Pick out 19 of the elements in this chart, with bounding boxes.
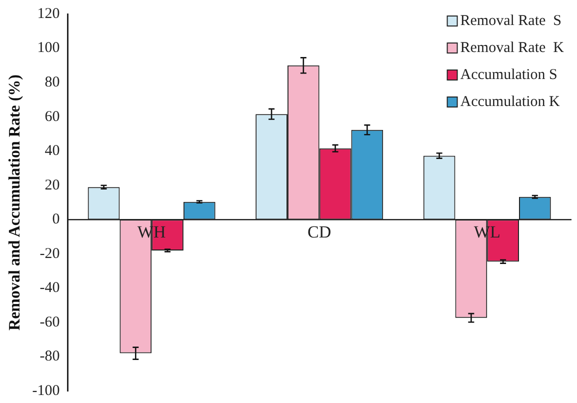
y-tick-label: -80 <box>40 348 60 365</box>
y-tick-label: 20 <box>44 177 60 194</box>
x-tick-label: WH <box>137 222 166 242</box>
y-tick-label: -100 <box>32 382 60 399</box>
y-tick-label: -20 <box>40 246 60 262</box>
y-tick-label: 80 <box>44 74 60 90</box>
y-tick-label: 0 <box>52 212 60 228</box>
y-tick-label: -60 <box>40 314 60 330</box>
y-axis-title: Removal and Accumulation Rate (%) <box>6 74 24 330</box>
legend-label: Accumulation S <box>460 66 558 83</box>
legend-label: Removal Rate K <box>460 40 564 56</box>
y-tick-label: 120 <box>37 6 60 22</box>
y-tick-label: -40 <box>40 280 60 296</box>
legend-label: Accumulation K <box>460 94 560 110</box>
y-tick-label: 40 <box>44 143 60 160</box>
legend-label: Removal Rate S <box>460 12 562 29</box>
x-tick-label: CD <box>308 222 332 242</box>
y-tick-label: 60 <box>44 108 60 125</box>
y-tick-label: 100 <box>37 40 60 56</box>
